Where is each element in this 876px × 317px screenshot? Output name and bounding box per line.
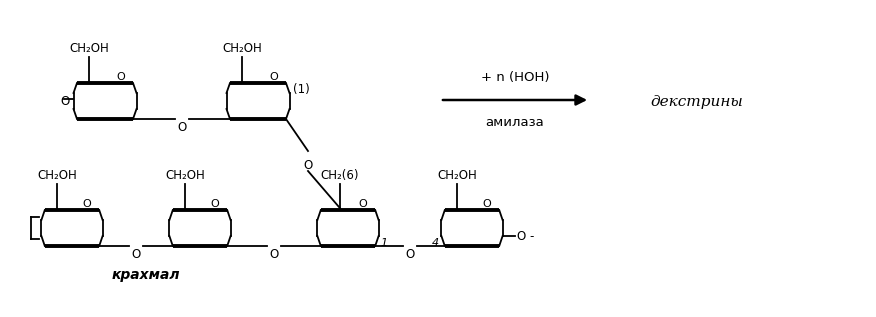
Text: O: O — [60, 95, 69, 108]
Text: O: O — [406, 248, 414, 261]
Text: O: O — [82, 199, 91, 209]
Text: O: O — [116, 72, 124, 82]
Text: (1): (1) — [293, 83, 310, 96]
Text: O -: O - — [517, 230, 534, 243]
Text: 1: 1 — [380, 238, 388, 248]
Text: CH₂OH: CH₂OH — [165, 169, 205, 182]
Text: O: O — [358, 199, 367, 209]
Text: амилаза: амилаза — [485, 116, 544, 129]
Text: CH₂(6): CH₂(6) — [321, 169, 359, 182]
Text: O: O — [210, 199, 219, 209]
Text: O: O — [270, 248, 279, 261]
Text: CH₂OH: CH₂OH — [437, 169, 477, 182]
Text: O: O — [269, 72, 278, 82]
Text: CH₂OH: CH₂OH — [37, 169, 76, 182]
Text: 4: 4 — [432, 238, 440, 248]
Text: крахмал: крахмал — [112, 268, 180, 282]
Text: декстрины: декстрины — [650, 95, 743, 109]
Text: CH₂OH: CH₂OH — [223, 42, 262, 55]
Text: CH₂OH: CH₂OH — [69, 42, 110, 55]
Text: O: O — [483, 199, 491, 209]
Text: O: O — [131, 248, 141, 261]
Text: O: O — [303, 159, 313, 172]
Text: O: O — [177, 121, 186, 134]
Text: + n (HOH): + n (HOH) — [481, 71, 549, 84]
